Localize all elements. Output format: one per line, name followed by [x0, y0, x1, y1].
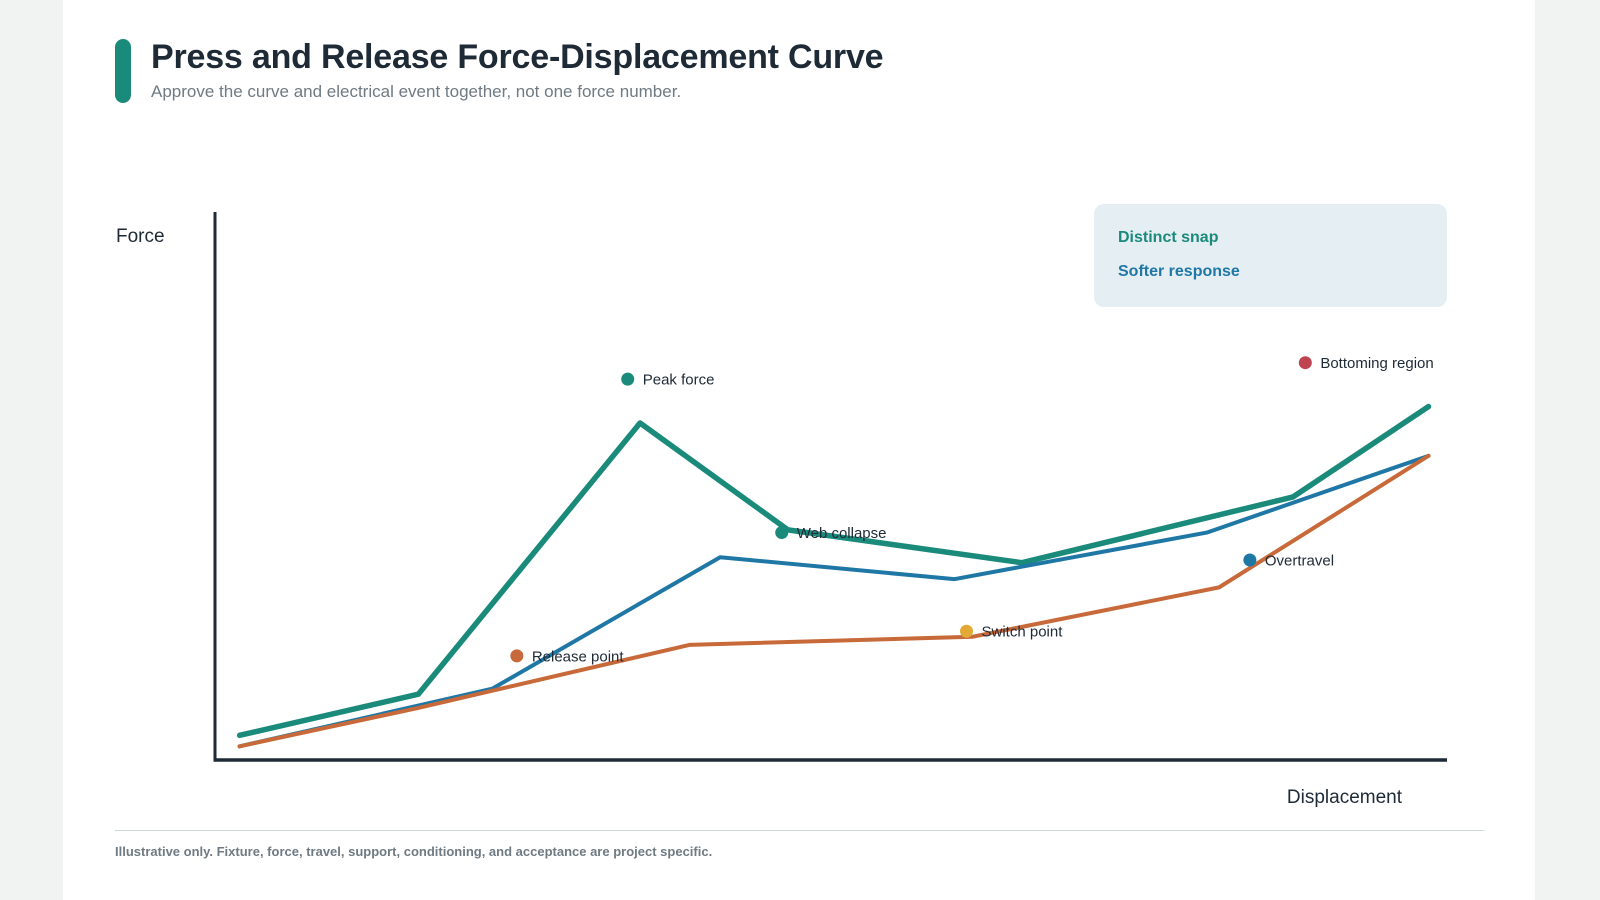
- series-line-distinct-snap: [236, 403, 1432, 739]
- annotation-label-peak-force: Peak force: [643, 372, 715, 389]
- annotation-marker-peak-force: [621, 372, 635, 386]
- legend: Distinct snap Softer response: [1094, 204, 1447, 307]
- chart-title: Press and Release Force-Displacement Cur…: [151, 38, 884, 76]
- annotation-marker-web-collapse: [775, 526, 789, 540]
- annotation-label-switch-point: Switch point: [982, 624, 1064, 641]
- title-accent-bar: [115, 39, 131, 103]
- annotation-label-release-point: Release point: [532, 648, 625, 665]
- legend-item-softer-response: Softer response: [1118, 263, 1240, 280]
- annotation-label-bottoming-region: Bottoming region: [1320, 355, 1433, 372]
- chart-card: [63, 0, 1535, 900]
- annotation-label-web-collapse: Web collapse: [797, 525, 887, 542]
- series-layer: [236, 403, 1432, 749]
- series-line-series-3: [237, 453, 1431, 749]
- footer-divider: [115, 830, 1484, 831]
- series-line-softer-response: [237, 453, 1431, 749]
- annotation-marker-release-point: [510, 649, 524, 663]
- annotation-layer: Peak force Web collapse Release point Switc…: [510, 355, 1434, 665]
- x-axis-label: Displacement: [1287, 787, 1403, 808]
- annotation-marker-overtravel: [1243, 553, 1257, 567]
- annotation-marker-bottoming-region: [1298, 356, 1312, 370]
- y-axis-label: Force: [116, 226, 165, 247]
- annotation-label-overtravel: Overtravel: [1265, 552, 1334, 569]
- legend-item-distinct-snap: Distinct snap: [1118, 229, 1219, 246]
- footnote: Illustrative only. Fixture, force, trave…: [115, 844, 713, 859]
- axis-layer: [213, 212, 1447, 762]
- chart-subtitle: Approve the curve and electrical event t…: [151, 82, 682, 101]
- annotation-marker-switch-point: [960, 624, 974, 638]
